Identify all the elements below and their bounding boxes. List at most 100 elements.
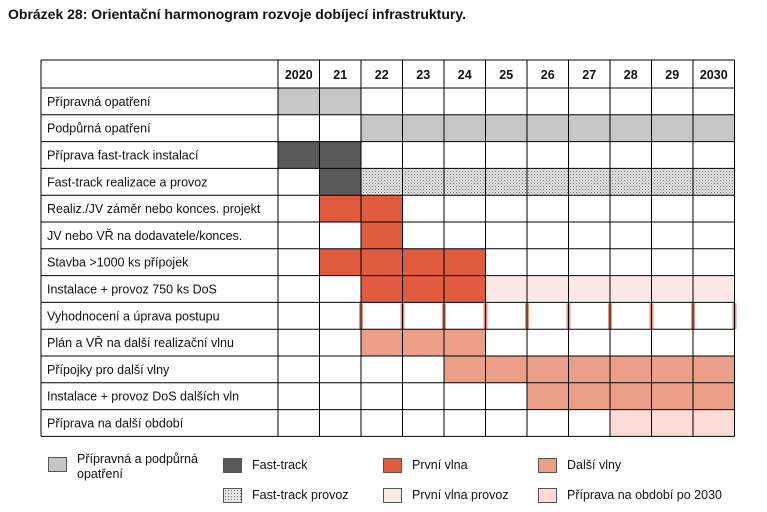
row-label: Instalace + provoz DoS dalších vln <box>47 390 239 404</box>
gantt-cell-fasttrack <box>278 141 320 169</box>
legend-swatch <box>383 488 402 503</box>
legend-label: První vlna provoz <box>412 488 509 502</box>
legend-label: Příprava na období po 2030 <box>567 488 722 502</box>
row-label: Fast-track realizace a provoz <box>47 175 207 189</box>
gantt-cell-prep <box>693 114 735 142</box>
legend-swatch <box>223 458 242 473</box>
gantt-cell-fastprov <box>568 168 610 196</box>
year-header: 23 <box>416 68 430 82</box>
gantt-cell-prep <box>651 114 693 142</box>
row-label: JV nebo VŘ na dodavatele/konces. <box>47 228 242 243</box>
legend-label: První vlna <box>412 458 468 472</box>
year-header: 28 <box>624 68 638 82</box>
legend-item: Další vlny <box>538 458 678 473</box>
year-header: 2030 <box>700 68 728 82</box>
gantt-cell-prvni <box>402 248 444 276</box>
row-label: Stavba >1000 ks přípojek <box>47 256 189 270</box>
gantt-cell-prvni <box>319 195 361 222</box>
gantt-cell-prvniprov <box>527 275 569 303</box>
gantt-cell-prep <box>610 114 652 142</box>
gantt-cell-dalsi <box>361 329 403 356</box>
row-label: Přípravná opatření <box>47 95 151 109</box>
gantt-cell-fasttrack <box>319 141 361 169</box>
gantt-cell-fastprov <box>651 168 693 196</box>
gantt-cell-dalsi <box>444 329 486 356</box>
gantt-cell-prep <box>444 114 486 142</box>
gantt-cell-dalsi <box>444 356 486 383</box>
row-label: Instalace + provoz 750 ks DoS <box>47 283 217 297</box>
gantt-cell-prvni <box>361 248 403 276</box>
year-header: 22 <box>375 68 389 82</box>
gantt-cell-dalsi <box>693 382 735 410</box>
gantt-cell-prvni <box>361 275 403 303</box>
gantt-cell-dalsi <box>651 382 693 410</box>
legend-item: První vlna provoz <box>383 488 523 503</box>
gantt-cell-prep <box>485 114 527 142</box>
legend-item: Fast-track provoz <box>223 488 363 503</box>
gantt-cell-fastprov <box>485 168 527 196</box>
legend-swatch <box>223 488 242 503</box>
gantt-cell-dalsi <box>527 382 569 410</box>
year-header: 2020 <box>285 68 313 82</box>
year-header: 29 <box>665 68 679 82</box>
gantt-cell-prvniprov <box>568 275 610 303</box>
gantt-cell-obdobi <box>693 409 735 437</box>
legend-label: Fast-track <box>252 458 308 472</box>
gantt-cell-prvni <box>319 248 361 276</box>
gantt-cell-prvni <box>444 275 486 303</box>
legend-swatch <box>48 457 67 472</box>
gantt-cell-dalsi <box>527 356 569 383</box>
gantt-cell-fastprov <box>527 168 569 196</box>
gantt-cell-dalsi <box>610 382 652 410</box>
row-label: Příprava na další období <box>47 417 184 431</box>
year-header: 26 <box>541 68 555 82</box>
gantt-cell-prep <box>361 114 403 142</box>
row-label: Podpůrná opatření <box>47 122 151 136</box>
legend-swatch <box>538 458 557 473</box>
gantt-cell-fastprov <box>361 168 403 196</box>
year-header: 24 <box>458 68 472 82</box>
gantt-cell-prep <box>527 114 569 142</box>
year-header: 25 <box>499 68 513 82</box>
gantt-cell-obdobi <box>651 409 693 437</box>
gantt-cell-dalsi <box>693 356 735 383</box>
gantt-cell-dalsi <box>402 329 444 356</box>
gantt-cell-prvni <box>361 195 403 222</box>
row-label: Příprava fast-track instalací <box>47 149 199 163</box>
gantt-cell-prep <box>278 88 320 115</box>
gantt-cell-prvniprov <box>610 275 652 303</box>
gantt-cell-fastprov <box>693 168 735 196</box>
gantt-cell-prvniprov <box>651 275 693 303</box>
gantt-cell-prvniprov <box>693 275 735 303</box>
legend-label: Další vlny <box>567 458 622 472</box>
gantt-cell-prvni <box>444 248 486 276</box>
legend-item: Příprava na období po 2030 <box>538 488 748 503</box>
row-label: Plán a VŘ na další realizační vlnu <box>47 335 234 350</box>
legend-item: První vlna <box>383 458 523 473</box>
legend-swatch <box>383 458 402 473</box>
row-label: Vyhodnocení a úprava postupu <box>47 309 220 323</box>
gantt-cell-fasttrack <box>319 168 361 196</box>
gantt-cell-prvni <box>402 275 444 303</box>
gantt-cell-prvni <box>361 222 403 249</box>
legend-swatch <box>538 488 557 503</box>
year-header: 21 <box>333 68 347 82</box>
legend-item: Fast-track <box>223 458 363 473</box>
gantt-cell-dalsi <box>485 356 527 383</box>
gantt-cell-dalsi <box>568 356 610 383</box>
legend-label: Přípravná a podpůrná opatření <box>77 452 198 481</box>
gantt-cell-prep <box>402 114 444 142</box>
gantt-cell-obdobi <box>610 409 652 437</box>
row-label: Přípojky pro další vlny <box>47 363 170 377</box>
row-label: Realiz./JV záměr nebo konces. projekt <box>47 202 261 216</box>
gantt-cell-prep <box>319 88 361 115</box>
year-header: 27 <box>582 68 596 82</box>
legend-item: Přípravná a podpůrná opatření <box>48 452 213 482</box>
gantt-cell-fastprov <box>610 168 652 196</box>
gantt-cell-prvniprov <box>485 275 527 303</box>
gantt-cell-dalsi <box>568 382 610 410</box>
gantt-cell-fastprov <box>402 168 444 196</box>
gantt-cell-dalsi <box>610 356 652 383</box>
gantt-cell-prep <box>568 114 610 142</box>
